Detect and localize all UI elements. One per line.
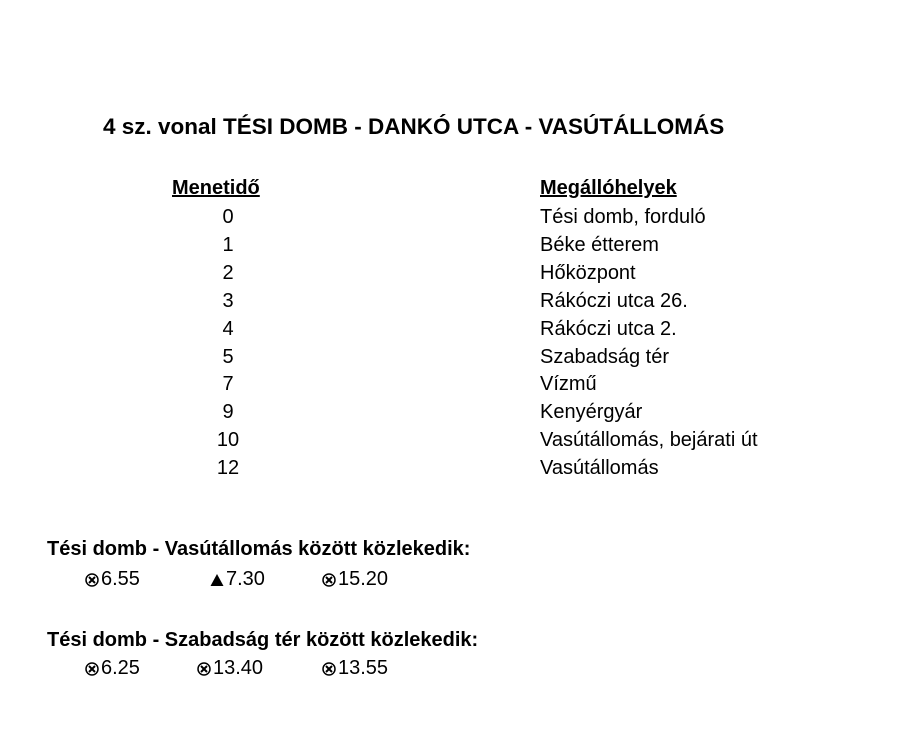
page-title: 4 sz. vonal TÉSI DOMB - DANKÓ UTCA - VAS… (103, 114, 725, 139)
school-day-icon (197, 661, 211, 676)
stop-name: Vízmű (540, 373, 597, 396)
travel-time: 9 (222, 401, 234, 424)
stop-name: Vasútállomás (540, 457, 659, 480)
travel-time: 4 (222, 317, 234, 340)
travel-time: 0 (222, 206, 234, 228)
stop-name: Hőközpont (540, 261, 636, 284)
travel-time-column: 0 1 2 3 4 5 7 9 10 12 (173, 204, 283, 483)
travel-time: 12 (216, 457, 240, 480)
travel-time: 2 (222, 261, 234, 284)
stop-name: Rákóczi utca 2. (540, 317, 677, 340)
travel-time: 5 (222, 345, 234, 368)
school-day-icon (322, 572, 336, 587)
travel-time: 10 (216, 429, 240, 452)
section-heading: Tési domb - Szabadság tér között közleke… (47, 629, 479, 651)
stop-name: Vasútállomás, bejárati út (540, 429, 758, 452)
departure: 15.20 (322, 568, 388, 591)
departure: 13.55 (322, 657, 388, 680)
travel-time: 7 (222, 373, 234, 396)
stop-name: Tési domb, forduló (540, 206, 706, 228)
departure: 6.55 (85, 568, 140, 591)
triangle-icon (210, 573, 224, 586)
departure: 13.40 (197, 657, 263, 680)
departure: 7.30 (210, 568, 265, 591)
travel-time: 1 (222, 233, 234, 256)
section-heading: Tési domb - Vasútállomás között közleked… (47, 538, 471, 560)
departure-time: 7.30 (226, 568, 265, 590)
stops-header: Megállóhelyek (540, 177, 677, 199)
departure-time: 6.55 (101, 568, 140, 590)
departure: 6.25 (85, 657, 140, 680)
departure-time: 15.20 (338, 568, 389, 590)
departure-time: 13.55 (338, 657, 389, 679)
departure-time: 13.40 (213, 657, 264, 679)
school-day-icon (85, 572, 99, 587)
stop-name: Szabadság tér (540, 345, 669, 368)
departure-time: 6.25 (101, 657, 140, 679)
stop-name: Kenyérgyár (540, 401, 643, 424)
stop-name: Rákóczi utca 26. (540, 289, 688, 312)
stops-column: Tési domb, forduló Béke étterem Hőközpont R… (540, 204, 758, 483)
school-day-icon (322, 661, 336, 676)
travel-time-header: Menetidő (172, 177, 260, 199)
travel-time: 3 (222, 289, 234, 312)
school-day-icon (85, 661, 99, 676)
stop-name: Béke étterem (540, 233, 659, 256)
